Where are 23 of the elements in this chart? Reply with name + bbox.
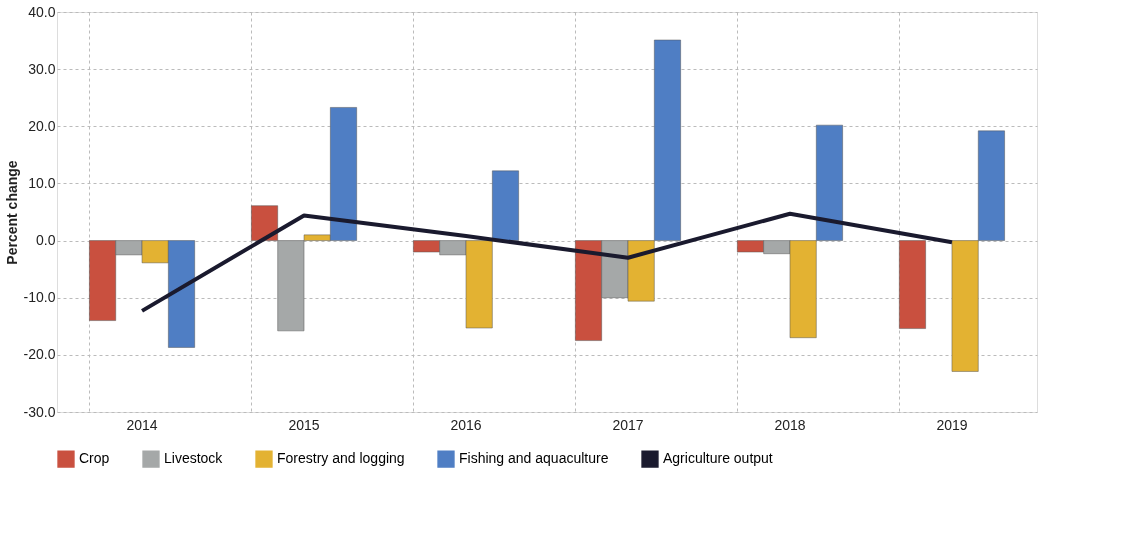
y-tick-label: -30.0 <box>23 403 56 420</box>
y-tick-label: 10.0 <box>28 174 56 191</box>
y-axis-title: Percent change <box>3 160 20 265</box>
x-tick-label: 2018 <box>774 416 806 433</box>
legend-label: Livestock <box>164 450 224 467</box>
y-tick-label: -20.0 <box>23 346 56 363</box>
y-tick-label: -10.0 <box>23 289 56 306</box>
x-tick-label: 2014 <box>126 416 158 433</box>
x-tick-label: 2019 <box>936 416 968 433</box>
legend-label: Forestry and logging <box>277 450 405 467</box>
y-tick-label: 0.0 <box>36 232 56 249</box>
x-tick-label: 2016 <box>450 416 482 433</box>
y-tick-label: 20.0 <box>28 117 56 134</box>
legend-label: Crop <box>79 450 110 467</box>
y-tick-label: 30.0 <box>28 60 56 77</box>
x-tick-label: 2015 <box>288 416 320 433</box>
legend-label: Agriculture output <box>663 450 773 467</box>
line-series <box>140 211 954 313</box>
bar <box>899 240 926 329</box>
x-tick-label: 2017 <box>612 416 644 433</box>
y-tick-label: 40.0 <box>28 3 56 20</box>
bar <box>492 170 519 241</box>
legend-label: Fishing and aquaculture <box>459 450 609 467</box>
